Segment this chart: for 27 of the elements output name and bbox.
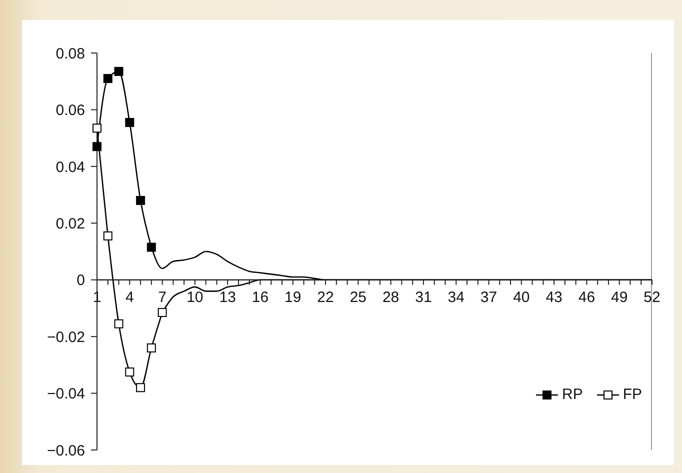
x-tick-label: 25: [350, 288, 367, 306]
legend-label: RP: [562, 386, 583, 403]
y-tick-label: −0.02: [47, 328, 85, 346]
y-tick-label: 0.04: [56, 158, 85, 176]
y-tick-label: −0.04: [47, 386, 85, 403]
x-tick-label: 10: [186, 288, 204, 306]
y-tick-label: −0.06: [47, 442, 85, 460]
x-tick-label: 19: [284, 288, 302, 306]
legend-label: FP: [622, 386, 642, 403]
x-tick-label: 52: [644, 288, 660, 306]
x-tick-label: 22: [317, 288, 334, 306]
y-tick-label: 0: [76, 272, 85, 290]
x-tick-label: 7: [158, 288, 166, 306]
x-tick-label: 13: [219, 288, 236, 306]
x-tick-label: 28: [382, 288, 400, 306]
x-tick-label: 37: [480, 288, 498, 306]
x-tick-label: 46: [578, 288, 596, 306]
y-tick-label: 0.08: [56, 45, 85, 62]
x-tick-label: 43: [546, 288, 562, 306]
x-tick-label: 49: [611, 288, 628, 306]
x-tick-label: 4: [125, 288, 134, 306]
y-tick-label: 0.06: [56, 102, 85, 120]
x-tick-label: 16: [252, 288, 269, 306]
x-tick-label: 31: [415, 288, 432, 306]
x-tick-label: 34: [448, 288, 464, 306]
x-tick-label: 40: [513, 288, 530, 306]
y-tick-label: 0.02: [56, 215, 85, 232]
